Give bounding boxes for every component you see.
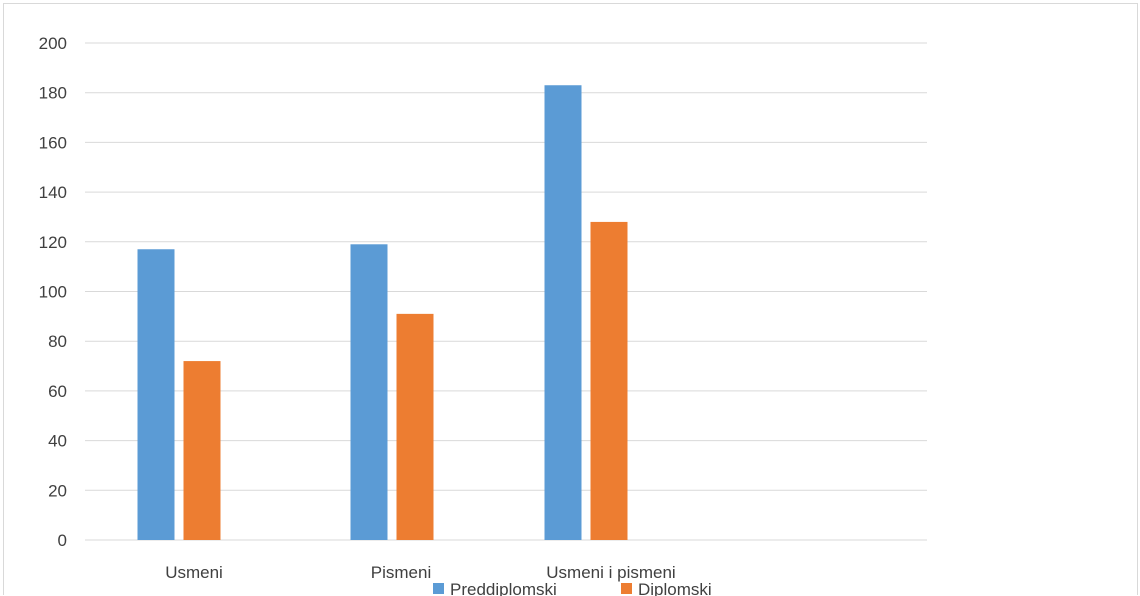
- x-category-label: Usmeni: [165, 563, 223, 582]
- bar-diplomski-1: [396, 313, 434, 540]
- y-tick-label: 120: [39, 233, 67, 252]
- x-category-label: Usmeni i pismeni: [546, 563, 675, 582]
- y-tick-label: 160: [39, 133, 67, 152]
- y-tick-label: 40: [48, 432, 67, 451]
- x-category-label: Pismeni: [371, 563, 431, 582]
- bars: [137, 85, 628, 541]
- bar-chart: 0 20 40 60 80 100 120 140 160 180 200 Usmeni Pismen…: [39, 34, 927, 596]
- y-tick-label: 60: [48, 382, 67, 401]
- bar-preddiplomski-1: [350, 244, 388, 540]
- chart-frame: 0 20 40 60 80 100 120 140 160 180 200 Usmeni Pismen…: [3, 3, 1138, 596]
- bar-diplomski-2: [590, 221, 628, 541]
- y-tick-label: 80: [48, 332, 67, 351]
- y-tick-label: 140: [39, 183, 67, 202]
- x-axis: Usmeni Pismeni Usmeni i pismeni: [165, 563, 676, 582]
- y-tick-label: 0: [58, 531, 67, 550]
- y-axis: 0 20 40 60 80 100 120 140 160 180 200: [39, 34, 67, 550]
- y-tick-label: 20: [48, 481, 67, 500]
- y-tick-label: 200: [39, 34, 67, 53]
- legend-swatch: [433, 583, 444, 594]
- legend-label: Preddiplomski: [450, 580, 557, 596]
- gridlines: [85, 42, 927, 541]
- bar-preddiplomski-2: [544, 85, 582, 541]
- legend-swatch: [621, 583, 632, 594]
- y-tick-label: 100: [39, 283, 67, 302]
- legend-label: Diplomski: [638, 580, 712, 596]
- y-tick-label: 180: [39, 84, 67, 103]
- legend: Preddiplomski Diplomski: [433, 580, 712, 596]
- bar-diplomski-0: [183, 361, 221, 540]
- bar-preddiplomski-0: [137, 249, 175, 540]
